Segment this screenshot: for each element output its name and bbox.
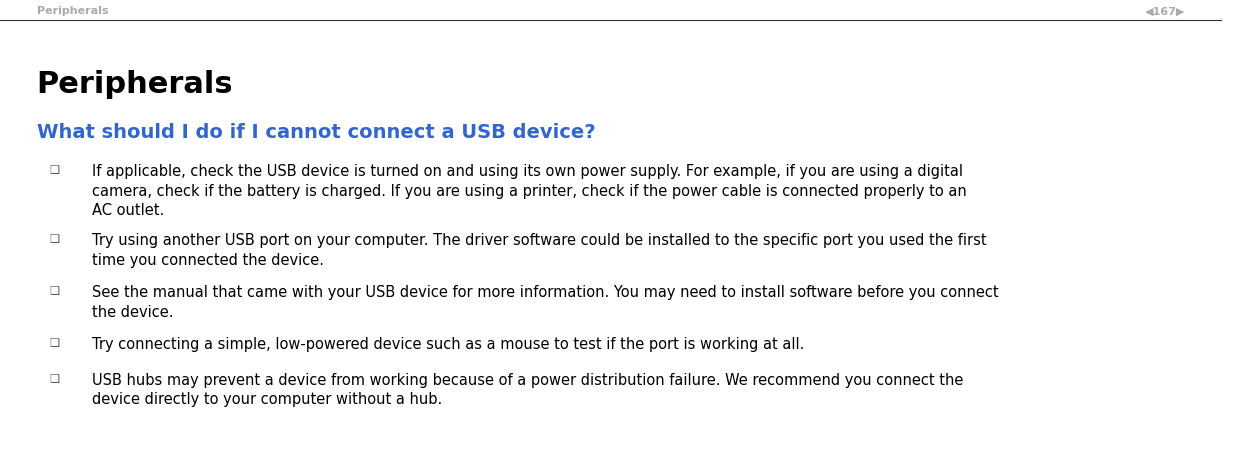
Text: ❑: ❑ — [48, 285, 58, 295]
Text: What should I do if I cannot connect a USB device?: What should I do if I cannot connect a U… — [37, 123, 595, 142]
Text: ❑: ❑ — [48, 164, 58, 174]
Text: Try connecting a simple, low-powered device such as a mouse to test if the port : Try connecting a simple, low-powered dev… — [92, 337, 804, 352]
Text: If applicable, check the USB device is turned on and using its own power supply.: If applicable, check the USB device is t… — [92, 164, 966, 219]
Text: Peripherals: Peripherals — [37, 70, 233, 99]
Text: ❑: ❑ — [48, 373, 58, 383]
Text: Try using another USB port on your computer. The driver software could be instal: Try using another USB port on your compu… — [92, 233, 986, 269]
Text: ❑: ❑ — [48, 337, 58, 347]
Text: Peripherals: Peripherals — [37, 6, 108, 16]
Text: USB hubs may prevent a device from working because of a power distribution failu: USB hubs may prevent a device from worki… — [92, 373, 963, 408]
Text: ◀167▶: ◀167▶ — [1146, 6, 1185, 16]
Text: ❑: ❑ — [48, 233, 58, 243]
Text: See the manual that came with your USB device for more information. You may need: See the manual that came with your USB d… — [92, 285, 998, 320]
